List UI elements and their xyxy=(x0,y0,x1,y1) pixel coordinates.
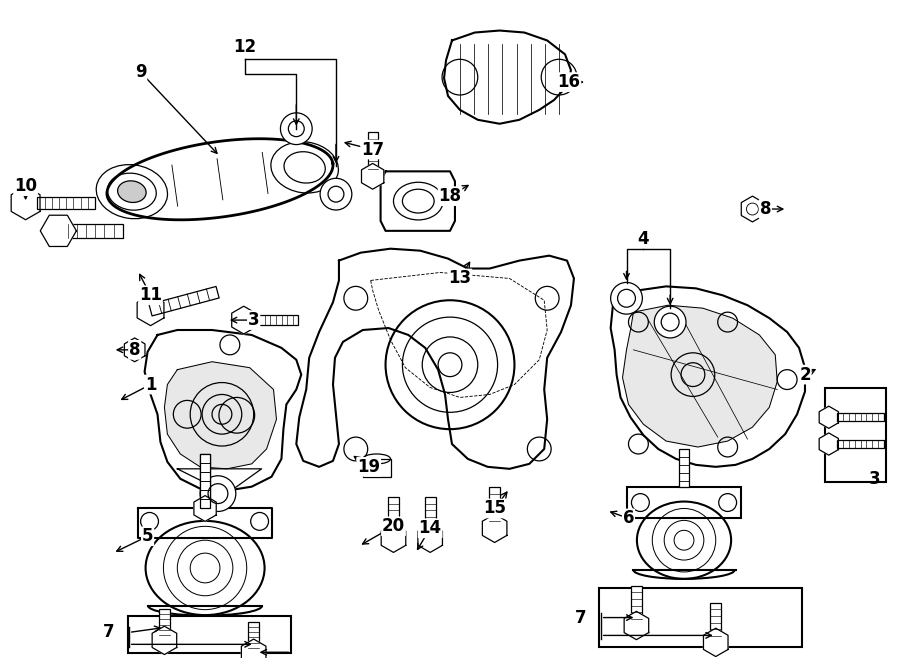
Polygon shape xyxy=(444,30,571,124)
Text: 12: 12 xyxy=(233,38,256,56)
Text: 4: 4 xyxy=(637,230,649,248)
Bar xyxy=(58,224,122,238)
Bar xyxy=(837,413,885,421)
Polygon shape xyxy=(381,171,455,231)
Text: 8: 8 xyxy=(760,200,771,218)
Polygon shape xyxy=(382,524,406,553)
Polygon shape xyxy=(194,496,216,522)
Text: 6: 6 xyxy=(623,510,634,527)
Polygon shape xyxy=(241,639,266,661)
Bar xyxy=(159,609,170,641)
Polygon shape xyxy=(152,626,176,654)
Bar xyxy=(368,132,378,176)
Text: 9: 9 xyxy=(135,63,147,81)
Polygon shape xyxy=(296,249,574,469)
Polygon shape xyxy=(624,611,649,640)
Text: 19: 19 xyxy=(357,458,381,476)
Text: 17: 17 xyxy=(361,141,384,159)
Bar xyxy=(38,197,95,209)
Polygon shape xyxy=(819,406,839,428)
Bar xyxy=(680,449,689,486)
Circle shape xyxy=(328,186,344,202)
Circle shape xyxy=(200,476,236,512)
Text: 14: 14 xyxy=(418,520,442,537)
Text: 7: 7 xyxy=(104,623,115,641)
Bar xyxy=(200,454,210,508)
Polygon shape xyxy=(362,163,383,189)
Text: 2: 2 xyxy=(799,366,811,383)
Text: 1: 1 xyxy=(145,375,157,393)
Bar xyxy=(200,454,210,508)
Polygon shape xyxy=(177,469,262,494)
Text: 13: 13 xyxy=(448,270,472,288)
Polygon shape xyxy=(11,186,40,219)
Bar xyxy=(363,459,391,477)
Polygon shape xyxy=(107,139,333,220)
Polygon shape xyxy=(40,215,76,247)
Polygon shape xyxy=(138,508,272,538)
Bar xyxy=(837,440,885,448)
Text: 7: 7 xyxy=(575,609,587,627)
Text: 16: 16 xyxy=(557,73,580,91)
Text: 3: 3 xyxy=(248,311,259,329)
Polygon shape xyxy=(610,286,805,467)
Bar xyxy=(254,315,298,325)
Polygon shape xyxy=(819,433,839,455)
Bar xyxy=(626,486,741,518)
Bar xyxy=(490,486,500,528)
Polygon shape xyxy=(623,305,778,447)
Bar xyxy=(598,588,802,647)
Circle shape xyxy=(654,306,686,338)
Text: 5: 5 xyxy=(142,527,153,545)
Circle shape xyxy=(288,121,304,137)
Ellipse shape xyxy=(118,181,146,202)
Text: 3: 3 xyxy=(868,470,880,488)
Polygon shape xyxy=(149,286,219,316)
Polygon shape xyxy=(418,524,443,553)
Text: 10: 10 xyxy=(14,177,37,195)
Text: 18: 18 xyxy=(438,187,462,205)
Bar xyxy=(128,615,292,653)
Polygon shape xyxy=(145,330,302,490)
Polygon shape xyxy=(124,338,145,362)
Text: 11: 11 xyxy=(139,286,162,304)
Bar xyxy=(388,496,399,538)
Text: 15: 15 xyxy=(483,500,506,518)
Polygon shape xyxy=(742,196,763,222)
Polygon shape xyxy=(231,306,256,334)
Circle shape xyxy=(281,113,312,145)
Bar xyxy=(710,603,721,642)
Circle shape xyxy=(617,290,635,307)
Polygon shape xyxy=(165,362,276,469)
Bar xyxy=(248,621,259,653)
Circle shape xyxy=(662,313,680,331)
Bar xyxy=(631,586,642,625)
Circle shape xyxy=(610,282,643,314)
Polygon shape xyxy=(704,628,728,656)
Circle shape xyxy=(320,178,352,210)
Text: 8: 8 xyxy=(129,341,140,359)
Polygon shape xyxy=(137,295,164,326)
Text: 20: 20 xyxy=(382,518,405,535)
Bar xyxy=(425,496,436,538)
Bar xyxy=(824,387,886,482)
Polygon shape xyxy=(482,514,507,543)
